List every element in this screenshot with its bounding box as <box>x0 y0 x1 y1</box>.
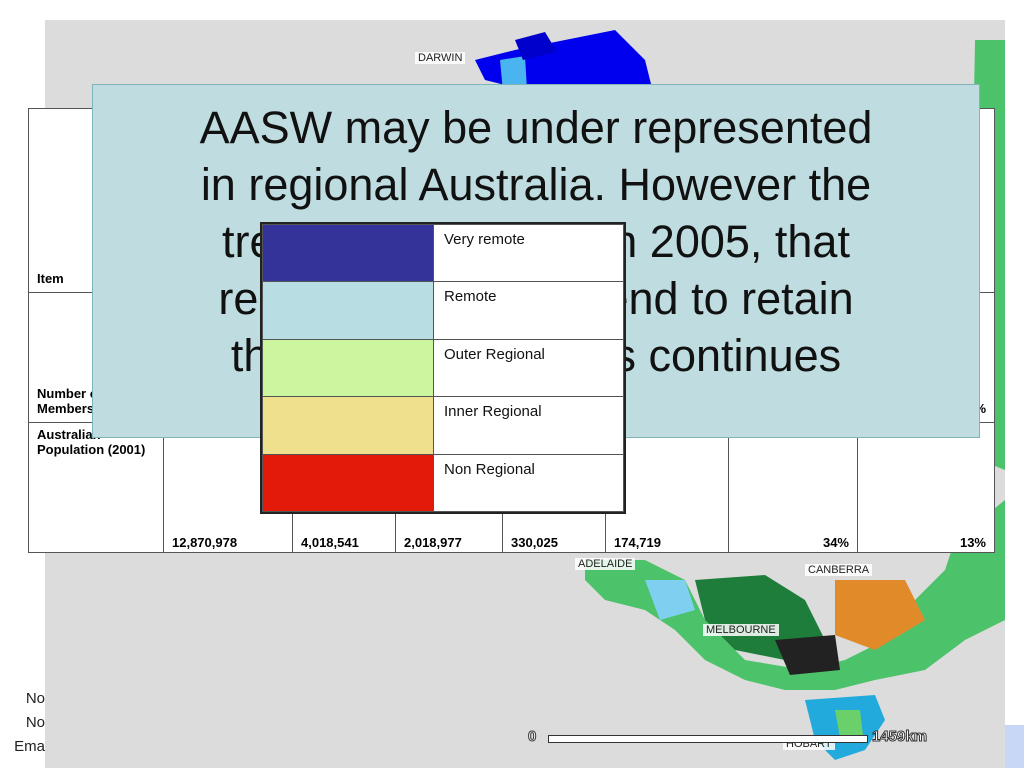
scale-bar-line <box>548 735 868 743</box>
map-region-southeast <box>585 500 1005 690</box>
map-legend: Very remote Remote Outer Regional Inner … <box>260 222 626 514</box>
map-region-canberra-area <box>835 580 925 650</box>
legend-row: Remote <box>262 281 624 340</box>
legend-label: Non Regional <box>433 453 624 513</box>
callout-line: AASW may be under represented <box>199 102 873 153</box>
legend-row: Non Regional <box>262 453 624 513</box>
city-canberra: CANBERRA <box>805 564 873 576</box>
blue-corner-tab <box>1005 725 1024 768</box>
scale-end-label: 1459km <box>871 728 928 746</box>
legend-label: Outer Regional <box>433 338 624 398</box>
map-region-tasmania-inner <box>835 710 863 738</box>
legend-row: Inner Regional <box>262 396 624 455</box>
left-note-1: No <box>25 690 45 707</box>
legend-swatch <box>262 281 434 340</box>
legend-label: Remote <box>433 281 624 340</box>
scale-start-label: 0 <box>527 728 537 746</box>
map-region-darwin-area <box>500 56 527 92</box>
city-melbourne: MELBOURNE <box>703 624 779 636</box>
left-note-2: No <box>25 714 45 731</box>
legend-row: Very remote <box>262 223 624 283</box>
legend-row: Outer Regional <box>262 338 624 398</box>
legend-swatch <box>262 396 434 455</box>
left-note-3: Ema <box>14 738 45 755</box>
legend-swatch <box>262 223 434 283</box>
map-region-tiwi <box>515 32 557 60</box>
legend-label: Inner Regional <box>433 396 624 455</box>
population-value-cell: 13% <box>857 422 995 553</box>
map-region-melbourne-area <box>775 635 840 675</box>
population-value-cell: 34% <box>728 422 858 553</box>
map-region-adelaide-area <box>645 580 695 620</box>
map-scale-bar: 0 1459km <box>527 728 958 746</box>
legend-table: Very remote Remote Outer Regional Inner … <box>262 223 624 513</box>
population-label-cell: Australian Population (2001) <box>28 422 164 553</box>
city-adelaide: ADELAIDE <box>575 558 636 570</box>
legend-label: Very remote <box>433 223 624 283</box>
legend-swatch <box>262 453 434 513</box>
callout-line: in regional Australia. However the <box>200 159 872 210</box>
legend-swatch <box>262 338 434 398</box>
map-shapes <box>475 30 1005 760</box>
city-darwin: DARWIN <box>415 52 466 64</box>
